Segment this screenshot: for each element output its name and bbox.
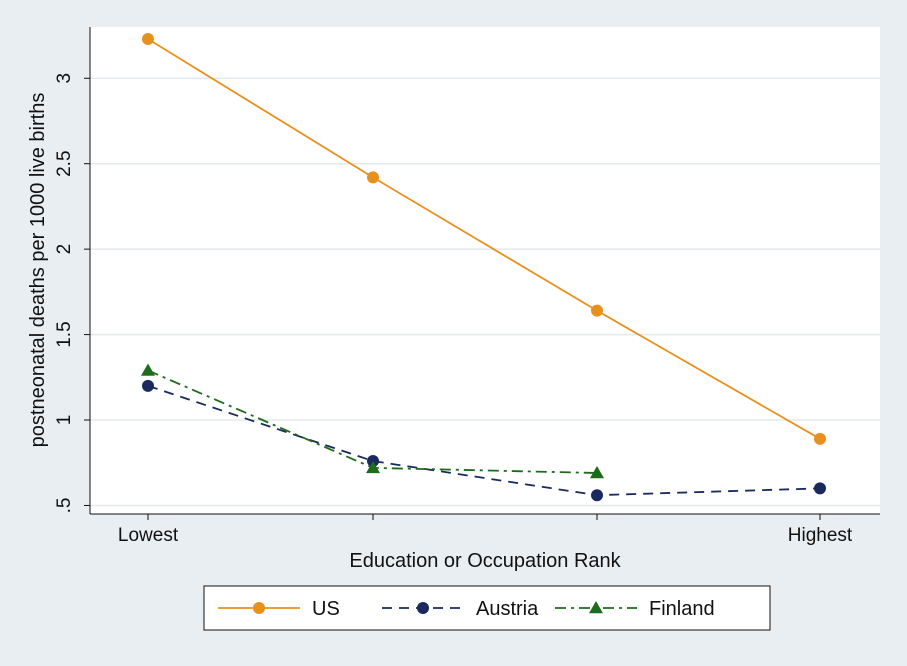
series-us [142, 32, 826, 445]
legend-marker [417, 602, 429, 614]
y-axis-ticks: .5 1 1.5 2 2.5 3 [54, 73, 90, 513]
legend-item-austria: Austria [382, 598, 539, 620]
data-point [142, 32, 154, 45]
legend-label: Austria [476, 598, 539, 620]
data-point [814, 482, 826, 495]
series-lines [141, 32, 826, 502]
series-finland [141, 363, 604, 479]
axes [89, 27, 880, 515]
data-point [590, 465, 604, 479]
legend: US Austria Finland [203, 585, 771, 631]
y-tick-label: 2.5 [54, 150, 75, 176]
x-axis-label: Education or Occupation Rank [349, 550, 621, 572]
legend-entries: US Austria Finland [218, 598, 715, 620]
legend-marker [589, 601, 603, 614]
series-line [147, 38, 821, 440]
legend-marker [253, 602, 265, 614]
y-tick-label: .5 [54, 498, 75, 514]
data-point [814, 432, 826, 445]
data-point [367, 171, 379, 184]
plot-area [90, 27, 880, 514]
x-tick-label: Highest [788, 525, 853, 546]
series-austria [142, 379, 826, 502]
x-axis-ticks: Lowest Highest [118, 514, 853, 546]
y-axis-label: postneonatal deaths per 1000 live births [27, 93, 49, 448]
legend-label: Finland [649, 598, 715, 620]
y-tick-label: 1 [54, 415, 75, 426]
legend-label: US [312, 598, 340, 620]
y-tick-label: 3 [54, 73, 75, 84]
y-tick-label: 2 [54, 244, 75, 255]
data-point [591, 489, 603, 502]
data-point [142, 379, 154, 392]
legend-item-finland: Finland [555, 598, 715, 620]
y-tick-label: 1.5 [54, 321, 75, 347]
grid-lines [90, 77, 880, 507]
data-point [366, 460, 380, 474]
legend-item-us: US [218, 598, 340, 620]
x-tick-label: Lowest [118, 525, 179, 546]
data-point [591, 304, 603, 317]
data-point [141, 363, 155, 376]
